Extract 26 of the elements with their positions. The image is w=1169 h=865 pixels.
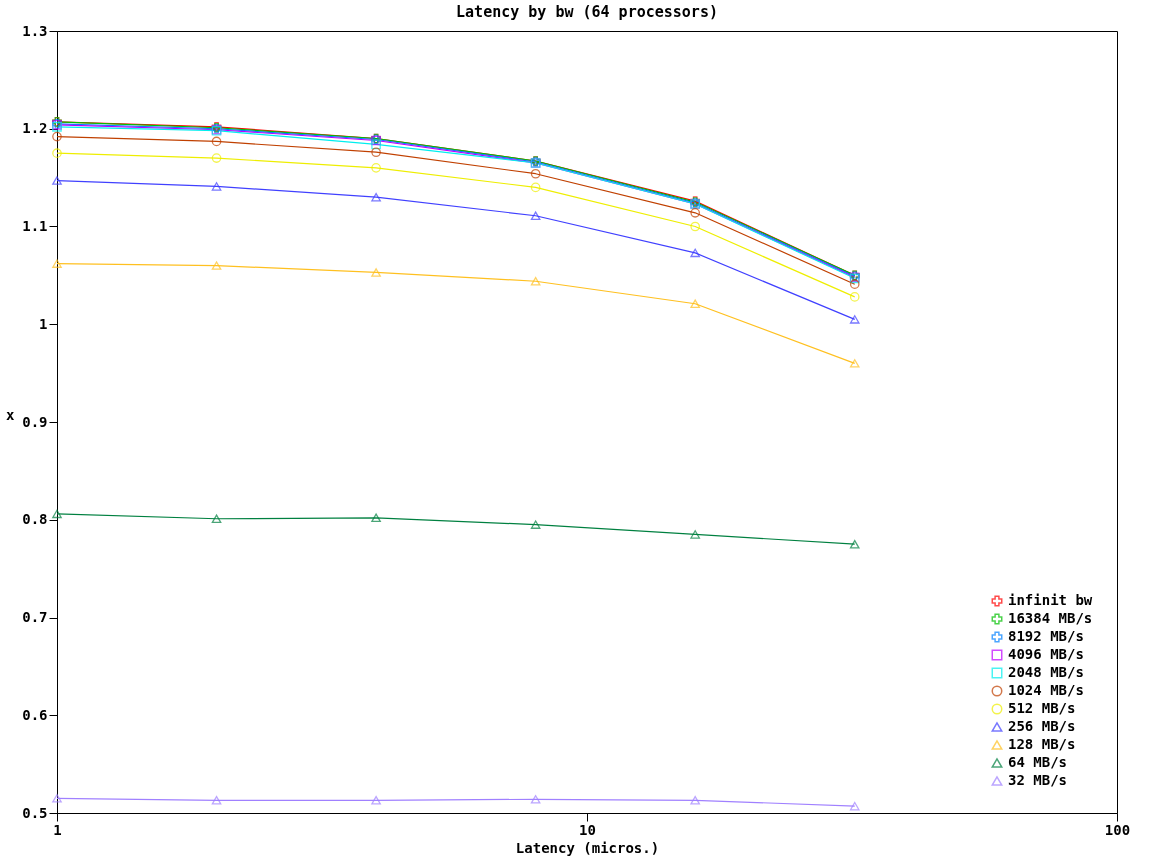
legend-label: 2048 MB/s: [1008, 664, 1084, 680]
y-tick-label: 0.9: [22, 413, 48, 430]
x-tick-label: 1: [53, 821, 62, 838]
x-tick-label: 100: [1104, 821, 1131, 838]
legend-label: 32 MB/s: [1008, 772, 1068, 788]
x-tick-label: 10: [579, 821, 596, 838]
legend-label: 512 MB/s: [1008, 700, 1076, 716]
legend-label: 4096 MB/s: [1008, 646, 1084, 662]
y-tick-label: 1.3: [22, 22, 48, 39]
legend-label: infinit bw: [1008, 592, 1093, 608]
y-tick-label: 0.6: [22, 706, 48, 723]
legend-label: 128 MB/s: [1008, 736, 1076, 752]
legend-label: 64 MB/s: [1008, 754, 1068, 770]
y-tick-label: 1.1: [22, 218, 48, 234]
y-tick-label: 1.2: [22, 120, 48, 137]
legend-label: 1024 MB/s: [1008, 682, 1084, 698]
y-tick-label: 1: [39, 315, 48, 332]
legend-label: 8192 MB/s: [1008, 628, 1084, 644]
legend-label: 256 MB/s: [1008, 718, 1076, 734]
x-axis-title: Latency (micros.): [515, 839, 660, 856]
y-axis-title: x: [6, 406, 15, 423]
legend-label: 16384 MB/s: [1008, 610, 1093, 626]
y-tick-label: 0.8: [22, 511, 48, 528]
y-tick-label: 0.5: [22, 804, 48, 821]
chart-title: Latency by bw (64 processors): [456, 3, 718, 21]
y-tick-label: 0.7: [22, 609, 48, 625]
